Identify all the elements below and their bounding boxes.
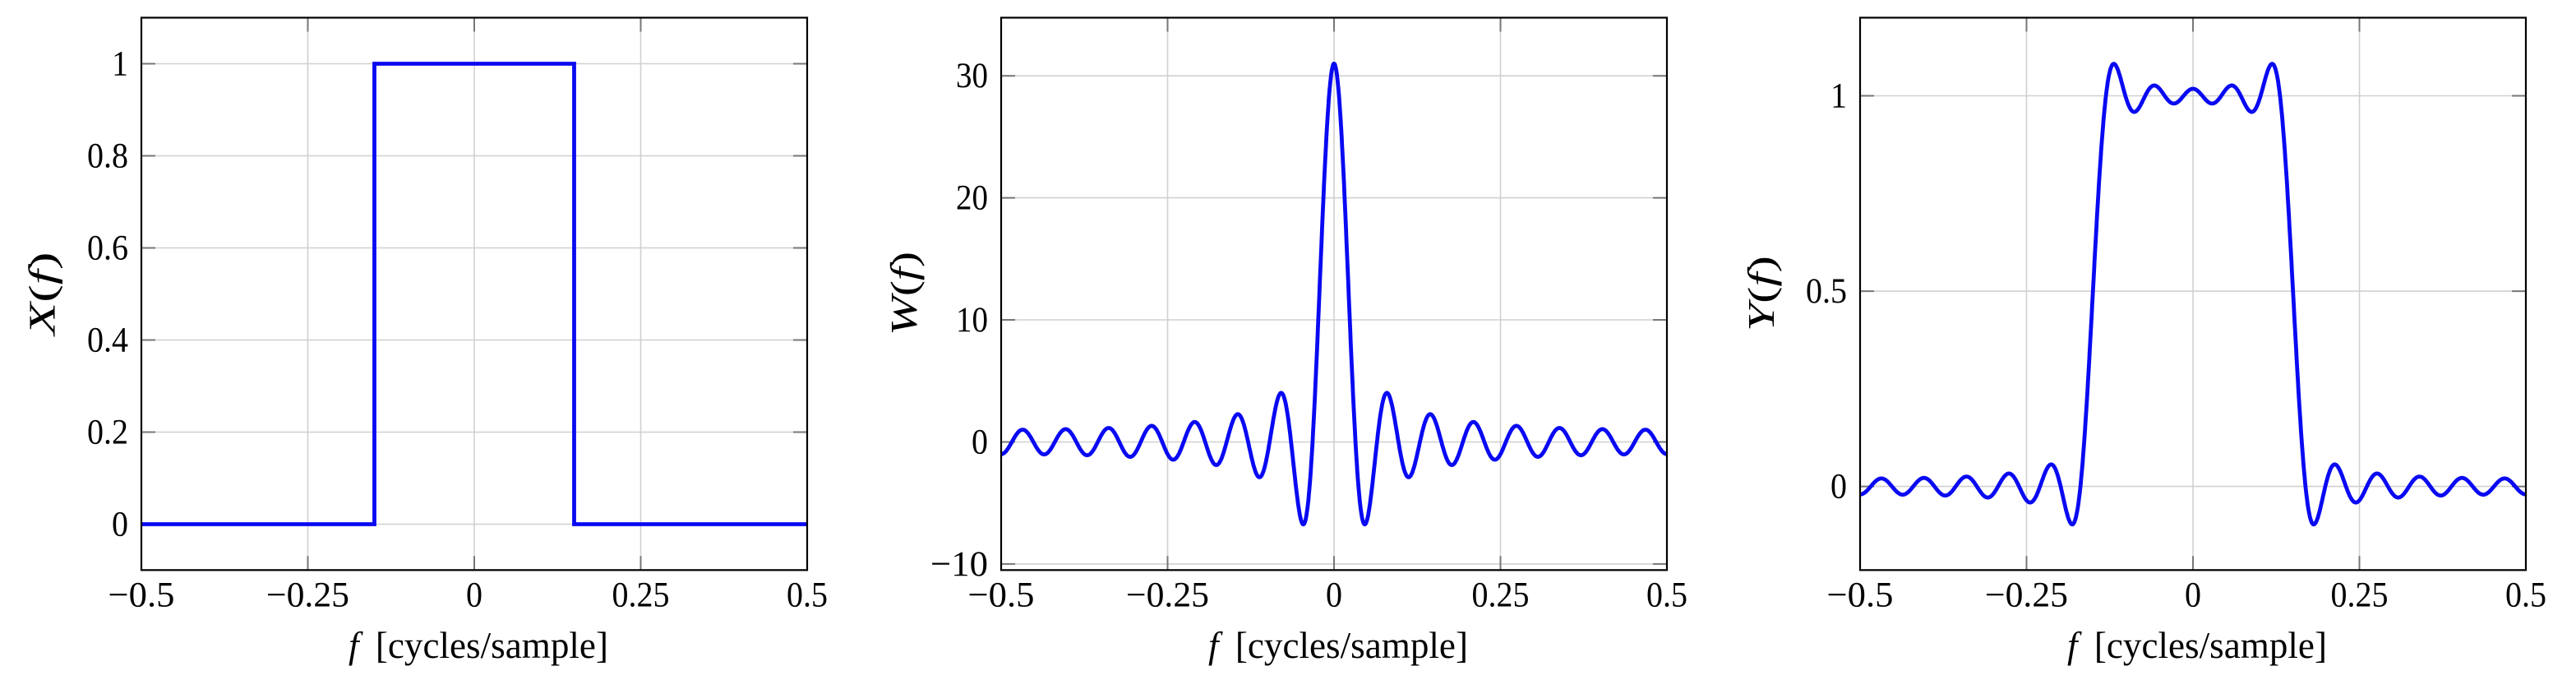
svg-text:−0.5: −0.5 xyxy=(1827,576,1894,615)
svg-text:0: 0 xyxy=(1830,468,1847,507)
svg-text:f [cycles/sample]: f [cycles/sample] xyxy=(1208,625,1468,666)
svg-text:1: 1 xyxy=(112,45,128,84)
svg-text:0: 0 xyxy=(1326,576,1342,615)
svg-text:0.6: 0.6 xyxy=(87,229,128,268)
svg-text:−0.25: −0.25 xyxy=(266,576,349,615)
svg-text:0.8: 0.8 xyxy=(87,137,128,176)
svg-text:0.5: 0.5 xyxy=(1806,272,1847,311)
svg-text:0.4: 0.4 xyxy=(87,322,128,360)
svg-text:0.5: 0.5 xyxy=(787,576,828,615)
svg-text:0.25: 0.25 xyxy=(1472,576,1530,615)
svg-text:0: 0 xyxy=(466,576,482,615)
svg-text:0: 0 xyxy=(972,423,988,462)
svg-text:30: 30 xyxy=(956,57,988,95)
svg-text:W(f): W(f) xyxy=(883,252,925,335)
svg-text:0: 0 xyxy=(2185,576,2201,615)
svg-text:−0.5: −0.5 xyxy=(108,576,175,615)
svg-text:f [cycles/sample]: f [cycles/sample] xyxy=(349,625,608,666)
svg-text:f [cycles/sample]: f [cycles/sample] xyxy=(2067,625,2327,666)
svg-text:X(f): X(f) xyxy=(21,252,63,338)
svg-text:−0.25: −0.25 xyxy=(1985,576,2068,615)
svg-text:20: 20 xyxy=(956,179,988,218)
svg-text:0.25: 0.25 xyxy=(612,576,670,615)
svg-text:Y(f): Y(f) xyxy=(1740,256,1782,331)
svg-text:−0.25: −0.25 xyxy=(1126,576,1209,615)
svg-text:0.2: 0.2 xyxy=(87,414,128,452)
svg-text:0.25: 0.25 xyxy=(2331,576,2389,615)
svg-text:0.5: 0.5 xyxy=(2505,576,2546,615)
svg-text:0.5: 0.5 xyxy=(1646,576,1687,615)
svg-text:0: 0 xyxy=(112,506,128,544)
svg-text:−0.5: −0.5 xyxy=(968,576,1035,615)
svg-text:1: 1 xyxy=(1830,77,1847,116)
svg-text:10: 10 xyxy=(956,301,988,340)
svg-text:−10: −10 xyxy=(930,545,988,584)
